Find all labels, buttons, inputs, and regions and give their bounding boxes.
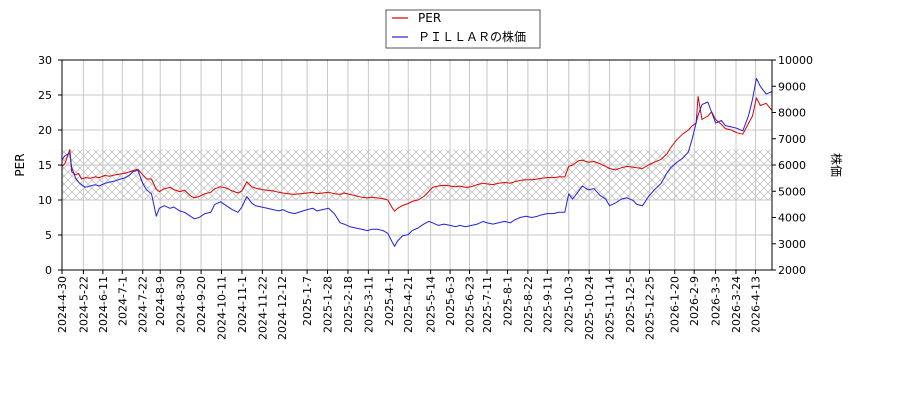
- legend: PER ＰＩＬＬＡＲの株価: [385, 9, 541, 49]
- x-tick-label: 2024-5-22: [77, 276, 90, 333]
- x-tick-label: 2025-11-14: [604, 276, 617, 340]
- x-tick-label: 2024-7-22: [137, 276, 150, 333]
- right-tick-label: 8000: [778, 107, 806, 120]
- x-tick-label: 2025-1-28: [322, 276, 335, 333]
- x-tick-label: 2024-7-1: [116, 276, 129, 326]
- right-tick-label: 4000: [778, 212, 806, 225]
- x-tick-label: 2025-7-11: [481, 276, 494, 333]
- right-tick-label: 7000: [778, 133, 806, 146]
- x-tick-label: 2025-5-14: [425, 276, 438, 333]
- x-tick-label: 2025-4-1: [383, 276, 396, 326]
- x-tick-label: 2025-8-22: [522, 276, 535, 333]
- x-tick-label: 2024-10-11: [216, 276, 229, 340]
- x-tick-label: 2025-2-18: [342, 276, 355, 333]
- right-tick-label: 5000: [778, 185, 806, 198]
- x-tick-label: 2024-9-20: [195, 276, 208, 333]
- right-axis-ticks: 2000 3000 4000 5000 6000 7000 8000 9000 10000: [772, 54, 813, 277]
- left-tick-label: 5: [45, 229, 52, 242]
- x-tick-label: 2024-8-30: [175, 276, 188, 333]
- per-line: [61, 95, 773, 212]
- x-tick-label: 2025-12-5: [624, 276, 637, 333]
- right-tick-label: 6000: [778, 159, 806, 172]
- x-tick-label: 2025-9-11: [541, 276, 554, 333]
- right-tick-label: 9000: [778, 80, 806, 93]
- right-axis-label: 株価: [829, 153, 844, 177]
- x-tick-label: 2025-8-1: [501, 276, 514, 326]
- x-tick-label: 2025-1-7: [301, 276, 314, 326]
- x-tick-label: 2026-2-9: [688, 276, 701, 326]
- x-tick-label: 2024-8-9: [154, 276, 167, 326]
- x-tick-label: 2024-12-12: [276, 276, 289, 340]
- x-tick-label: 2024-11-1: [236, 276, 249, 333]
- x-tick-label: 2024-6-11: [97, 276, 110, 333]
- legend-box: [385, 9, 541, 49]
- x-tick-label: 2026-3-3: [710, 276, 723, 326]
- x-tick-label: 2024-11-22: [256, 276, 269, 340]
- left-axis-ticks: 0 5 10 15 20 25 30: [38, 54, 62, 277]
- price-line: [61, 77, 773, 247]
- right-tick-label: 2000: [778, 264, 806, 277]
- right-tick-label: 3000: [778, 238, 806, 251]
- x-tick-label: 2025-3-11: [362, 276, 375, 333]
- x-tick-label: 2025-4-21: [402, 276, 415, 333]
- left-axis-label: PER: [13, 153, 27, 176]
- x-tick-label: 2026-3-24: [730, 276, 743, 333]
- left-tick-label: 30: [38, 54, 52, 67]
- legend-per-label: PER: [418, 11, 441, 25]
- x-tick-label: 2026-4-13: [749, 276, 762, 333]
- left-tick-label: 10: [38, 194, 52, 207]
- right-tick-label: 10000: [778, 54, 813, 67]
- x-tick-label: 2025-6-3: [444, 276, 457, 326]
- x-axis-ticks: 2024-4-30 2024-5-22 2024-6-11 2024-7-1 2024-…: [56, 270, 762, 340]
- legend-price-label: ＰＩＬＬＡＲの株価: [418, 29, 526, 44]
- x-tick-label: 2024-4-30: [56, 276, 69, 333]
- left-tick-label: 20: [38, 124, 52, 137]
- left-tick-label: 0: [45, 264, 52, 277]
- left-tick-label: 15: [38, 159, 52, 172]
- x-tick-label: 2025-6-23: [464, 276, 477, 333]
- x-tick-label: 2026-1-20: [669, 276, 682, 333]
- x-tick-label: 2025-12-25: [643, 276, 656, 340]
- left-tick-label: 25: [38, 89, 52, 102]
- series-layer: [61, 77, 773, 247]
- x-tick-label: 2025-10-24: [583, 276, 596, 340]
- x-tick-label: 2025-10-3: [563, 276, 576, 333]
